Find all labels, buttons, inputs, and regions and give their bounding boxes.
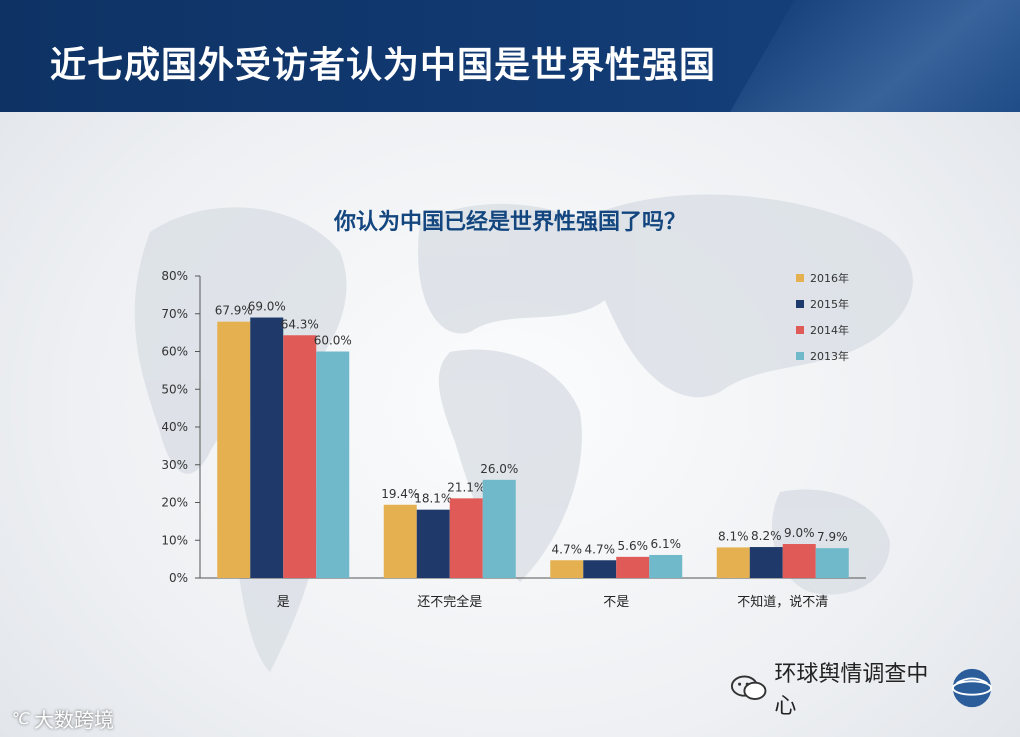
bar xyxy=(250,317,284,578)
page-title: 近七成国外受访者认为中国是世界性强国 xyxy=(50,45,717,86)
bar-value-label: 7.9% xyxy=(817,530,848,544)
wechat-icon xyxy=(730,675,767,700)
legend-label: 2016年 xyxy=(810,271,849,285)
brand-mark-icon: ℃ xyxy=(12,709,30,728)
legend-swatch xyxy=(796,300,804,308)
x-category-label: 不是 xyxy=(603,595,629,610)
legend-swatch xyxy=(796,326,804,334)
bar-value-label: 5.6% xyxy=(618,539,649,553)
chart-title: 你认为中国已经是世界性强国了吗？ xyxy=(333,210,686,235)
bar xyxy=(449,498,483,578)
bar-value-label: 67.9% xyxy=(215,304,253,318)
y-tick-label: 20% xyxy=(161,496,188,510)
bar xyxy=(482,479,516,578)
y-tick-label: 70% xyxy=(161,307,188,321)
bar-value-label: 8.1% xyxy=(718,529,749,543)
bar xyxy=(716,547,750,578)
bar xyxy=(550,560,584,578)
bar xyxy=(217,321,251,578)
bar-value-label: 21.1% xyxy=(447,480,485,494)
bar-value-label: 26.0% xyxy=(480,462,518,476)
bar xyxy=(616,556,650,578)
bar xyxy=(316,351,350,578)
legend-label: 2014年 xyxy=(810,323,849,337)
bar xyxy=(383,504,417,578)
bar xyxy=(649,554,683,578)
legend-swatch xyxy=(796,352,804,360)
bar-value-label: 9.0% xyxy=(784,526,815,540)
bar-value-label: 18.1% xyxy=(414,492,452,506)
bar xyxy=(583,560,617,578)
y-tick-label: 50% xyxy=(161,382,188,396)
bar xyxy=(749,547,783,578)
y-tick-label: 80% xyxy=(161,269,188,283)
watermark-right: 环球舆情调查中心 xyxy=(730,662,1020,719)
bar-value-label: 4.7% xyxy=(552,542,583,556)
x-category-label: 不知道，说不清 xyxy=(737,594,828,610)
y-tick-label: 0% xyxy=(169,571,188,585)
y-tick-label: 40% xyxy=(161,420,188,434)
y-tick-label: 30% xyxy=(161,458,188,472)
watermark-left-text: 大数跨境 xyxy=(33,708,114,732)
bar-value-label: 4.7% xyxy=(585,542,616,556)
bar-value-label: 19.4% xyxy=(381,487,419,501)
y-tick-label: 60% xyxy=(161,345,188,359)
bar-value-label: 8.2% xyxy=(751,529,782,543)
bar-value-label: 6.1% xyxy=(651,537,682,551)
watermark-right-text: 环球舆情调查中心 xyxy=(774,662,929,719)
bar xyxy=(782,544,816,578)
legend-swatch xyxy=(796,274,804,282)
header-banner: 近七成国外受访者认为中国是世界性强国 xyxy=(0,0,1020,112)
bar-value-label: 69.0% xyxy=(248,300,286,314)
legend-label: 2013年 xyxy=(810,349,849,363)
x-category-label: 还不完全是 xyxy=(417,594,482,610)
globe-logo-icon xyxy=(951,668,993,708)
watermark-left: ℃ 大数跨境 xyxy=(12,704,114,733)
y-tick-label: 10% xyxy=(161,533,188,547)
bar-value-label: 64.3% xyxy=(281,317,319,331)
legend-label: 2015年 xyxy=(810,297,849,311)
bar xyxy=(283,335,317,578)
bar xyxy=(416,509,450,578)
bar xyxy=(815,548,849,578)
x-category-label: 是 xyxy=(277,595,290,610)
bar-value-label: 60.0% xyxy=(314,334,352,348)
